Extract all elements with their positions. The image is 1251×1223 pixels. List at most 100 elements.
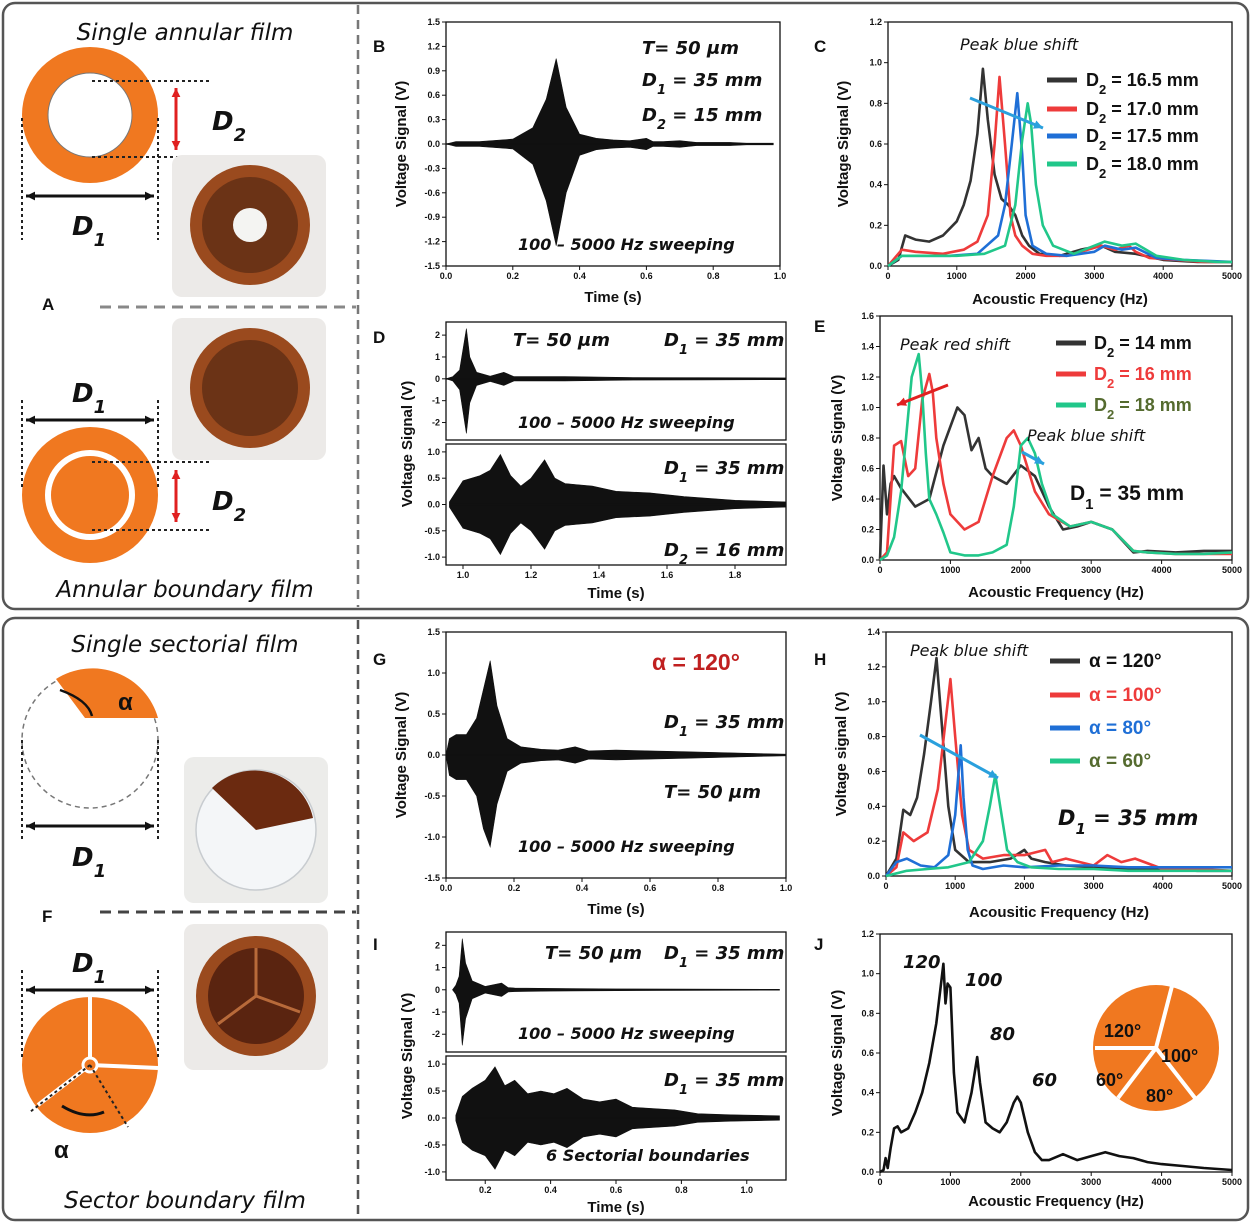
legend-label: α = 60°	[1089, 751, 1151, 772]
y-axis-label: Voltage Signal (V)	[393, 692, 410, 818]
x-tick-label: 5000	[1222, 1177, 1242, 1187]
y-tick-label: 0.2	[861, 525, 874, 535]
annotation-d1-e: D1 = 35 mm	[1070, 482, 1184, 513]
annotation-sweep-g: 100 – 5000 Hz sweeping	[518, 837, 735, 856]
x-tick-label: 0.8	[707, 271, 720, 281]
y-tick-label: 0.0	[869, 261, 882, 271]
x-axis-label: Time (s)	[587, 585, 644, 602]
panel-letter-j: J	[814, 935, 823, 954]
x-tick-label: 0.6	[644, 883, 657, 893]
x-tick-label: 0.4	[576, 883, 589, 893]
y-tick-label: 1.0	[427, 447, 440, 457]
series-line	[885, 773, 1232, 878]
y-tick-label: 0.0	[427, 1113, 440, 1123]
panel-letter-i: I	[373, 935, 378, 954]
y-tick-label: 0.2	[869, 220, 882, 230]
x-tick-label: 4000	[1152, 565, 1172, 575]
y-axis-label: Voltage Signal (V)	[399, 993, 416, 1119]
d1-arrow-c-head	[26, 821, 36, 831]
d2-arrow-b-head	[171, 512, 181, 522]
blue-shift-arrow-shaft	[969, 96, 1044, 130]
label-alpha-boundary: α	[54, 1137, 69, 1164]
blue-shift-arrow-h	[919, 733, 999, 780]
y-tick-label: -1.5	[424, 873, 440, 883]
label-d1-b: D1	[72, 379, 106, 418]
inset-sector-disc: 120° 100° 60° 80°	[1093, 985, 1219, 1111]
d1-arrow-c	[26, 821, 154, 831]
x-tick-label: 2000	[1011, 565, 1031, 575]
d2-arrow-a	[171, 88, 181, 150]
d1-arrow-c-head	[144, 821, 154, 831]
y-tick-label: 1.0	[861, 403, 874, 413]
x-tick-label: 0	[877, 565, 882, 575]
d2-arrow-b	[171, 470, 181, 522]
annotation-d1-d: D1 = 35 mm	[664, 330, 784, 358]
x-tick-label: 0	[883, 881, 888, 891]
label-d1-d: D1	[72, 949, 106, 988]
y-tick-label: 0.0	[867, 871, 880, 881]
y-tick-label: 0.0	[427, 750, 440, 760]
legend-label: D2 = 16 mm	[1094, 364, 1192, 391]
annotation-thickness-d: T= 50 μm	[513, 330, 610, 351]
y-tick-label: 1.0	[869, 58, 882, 68]
x-tick-label: 4000	[1152, 1177, 1172, 1187]
alpha-guide-1	[29, 1064, 91, 1113]
x-tick-label: 1.0	[741, 1185, 754, 1195]
y-tick-label: 1.0	[427, 1059, 440, 1069]
x-tick-label: 2000	[1014, 881, 1034, 891]
panel-letter-c: C	[814, 37, 826, 56]
chart-g: 0.0 0.2 0.4 0.6 0.8 1.0 -1.5 -1.0 -0.5 0.0 0.5 1.0 1…	[393, 627, 792, 918]
y-tick-label: 1.2	[867, 662, 880, 672]
x-axis-label: Time (s)	[584, 289, 641, 306]
inset-label-120: 120°	[1104, 1021, 1141, 1041]
x-tick-label: 4000	[1153, 271, 1173, 281]
d1-arrow-d	[26, 985, 154, 995]
annotation-thickness: T= 50 μm	[642, 38, 739, 59]
x-tick-label: 2000	[1016, 271, 1036, 281]
annotation-thickness-g: T= 50 μm	[664, 782, 761, 803]
blue-shift-arrow-e-head	[1034, 455, 1044, 464]
x-tick-label: 0.8	[712, 883, 725, 893]
red-shift-arrow	[896, 383, 949, 407]
y-tick-label: 0.0	[427, 500, 440, 510]
y-axis-label: Voltage signal (V)	[833, 692, 850, 817]
plot-frame	[445, 931, 787, 1053]
x-tick-label: 3000	[1081, 565, 1101, 575]
y-tick-label: 0.4	[869, 180, 882, 190]
peak-label-100: 100	[965, 970, 1003, 991]
x-tick-label: 1.4	[593, 570, 606, 580]
x-tick-label: 0.6	[640, 271, 653, 281]
y-tick-label: -2	[432, 418, 440, 428]
legend-label: D2 = 18 mm	[1094, 395, 1192, 422]
chart-i-top: -2 -1 0 1 2 T= 50 μm D1 = 35 mm 100 – 5000 Hz s…	[432, 931, 787, 1053]
x-tick-label: 1.0	[457, 570, 470, 580]
y-tick-label: 1.4	[867, 627, 880, 637]
schematic-title-sector-boundary: Sector boundary film	[64, 1188, 306, 1214]
y-tick-label: -0.5	[424, 791, 440, 801]
annotation-d2-d: D2 = 16 mm	[664, 540, 784, 568]
y-axis-label: Voltage Signal (V)	[399, 381, 416, 507]
y-tick-label: 0.4	[867, 801, 880, 811]
sector-film	[56, 668, 158, 718]
y-tick-label: 1.2	[869, 17, 882, 27]
annotation-sweep: 100 – 5000 Hz sweeping	[518, 235, 735, 254]
y-tick-label: 0.5	[427, 473, 440, 483]
photo2-inner	[202, 340, 298, 436]
panel-frame-bottom	[1, 616, 1250, 1222]
annotation-peak-red-shift: Peak red shift	[900, 335, 1011, 354]
x-tick-label: 0.2	[507, 271, 520, 281]
plot-frame	[885, 631, 1233, 877]
y-tick-label: 0.2	[867, 836, 880, 846]
alpha-guide-2	[89, 1064, 129, 1128]
y-tick-label: 2	[435, 940, 440, 950]
y-tick-label: 1.0	[861, 969, 874, 979]
x-tick-label: 0.8	[675, 1185, 688, 1195]
d1-arrow-a	[26, 191, 154, 201]
inset-label-60: 60°	[1096, 1070, 1123, 1090]
photo1-center	[233, 208, 267, 242]
panel-letter-g: G	[373, 650, 386, 669]
chart-e: 0 1000 2000 3000 4000 5000 0.0 0.2 0.4 0.6 0.8 1.0 1…	[829, 311, 1242, 601]
y-tick-label: -0.9	[424, 212, 440, 222]
y-tick-label: 0.2	[861, 1127, 874, 1137]
panel-letter-b: B	[373, 37, 385, 56]
